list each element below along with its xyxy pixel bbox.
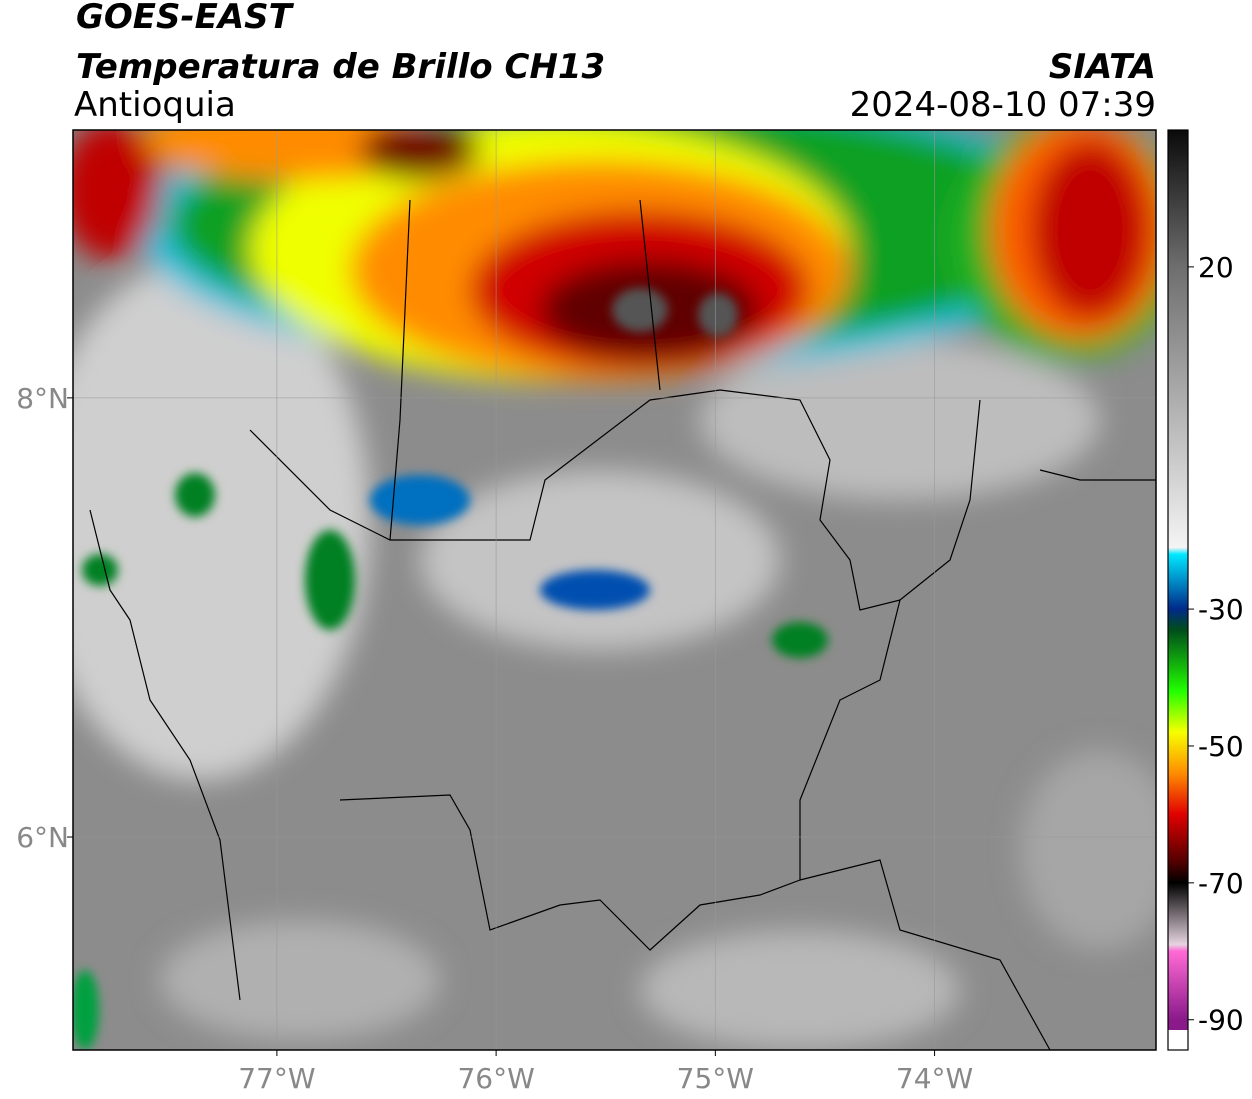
colorbar-tick-label: -90 [1198, 1004, 1244, 1037]
source: SIATA [1049, 47, 1156, 87]
map-frame [72, 129, 1157, 1051]
x-tick-label: 77°W [238, 1062, 315, 1095]
x-tick-label: 76°W [457, 1062, 534, 1095]
satellite-image [73, 130, 1156, 1050]
y-tick-label: 8°N [16, 382, 69, 415]
colorbar-frame [1167, 129, 1189, 1051]
x-tick-label: 74°W [896, 1062, 973, 1095]
colorbar-tick-label: -50 [1198, 730, 1244, 763]
y-tick-label: 6°N [16, 821, 69, 854]
colorbar [1168, 130, 1188, 1030]
colorbar-under [1168, 1030, 1188, 1050]
region: Antioquia [74, 85, 236, 125]
colorbar-tick-label: -30 [1198, 593, 1244, 626]
x-tick-label: 75°W [677, 1062, 754, 1095]
title: GOES-EAST [76, 0, 295, 37]
datetime: 2024-08-10 07:39 [850, 85, 1156, 125]
subtitle: Temperatura de Brillo CH13 [76, 47, 605, 87]
colorbar-tick-label: 20 [1198, 251, 1234, 284]
colorbar-tick-label: -70 [1198, 867, 1244, 900]
